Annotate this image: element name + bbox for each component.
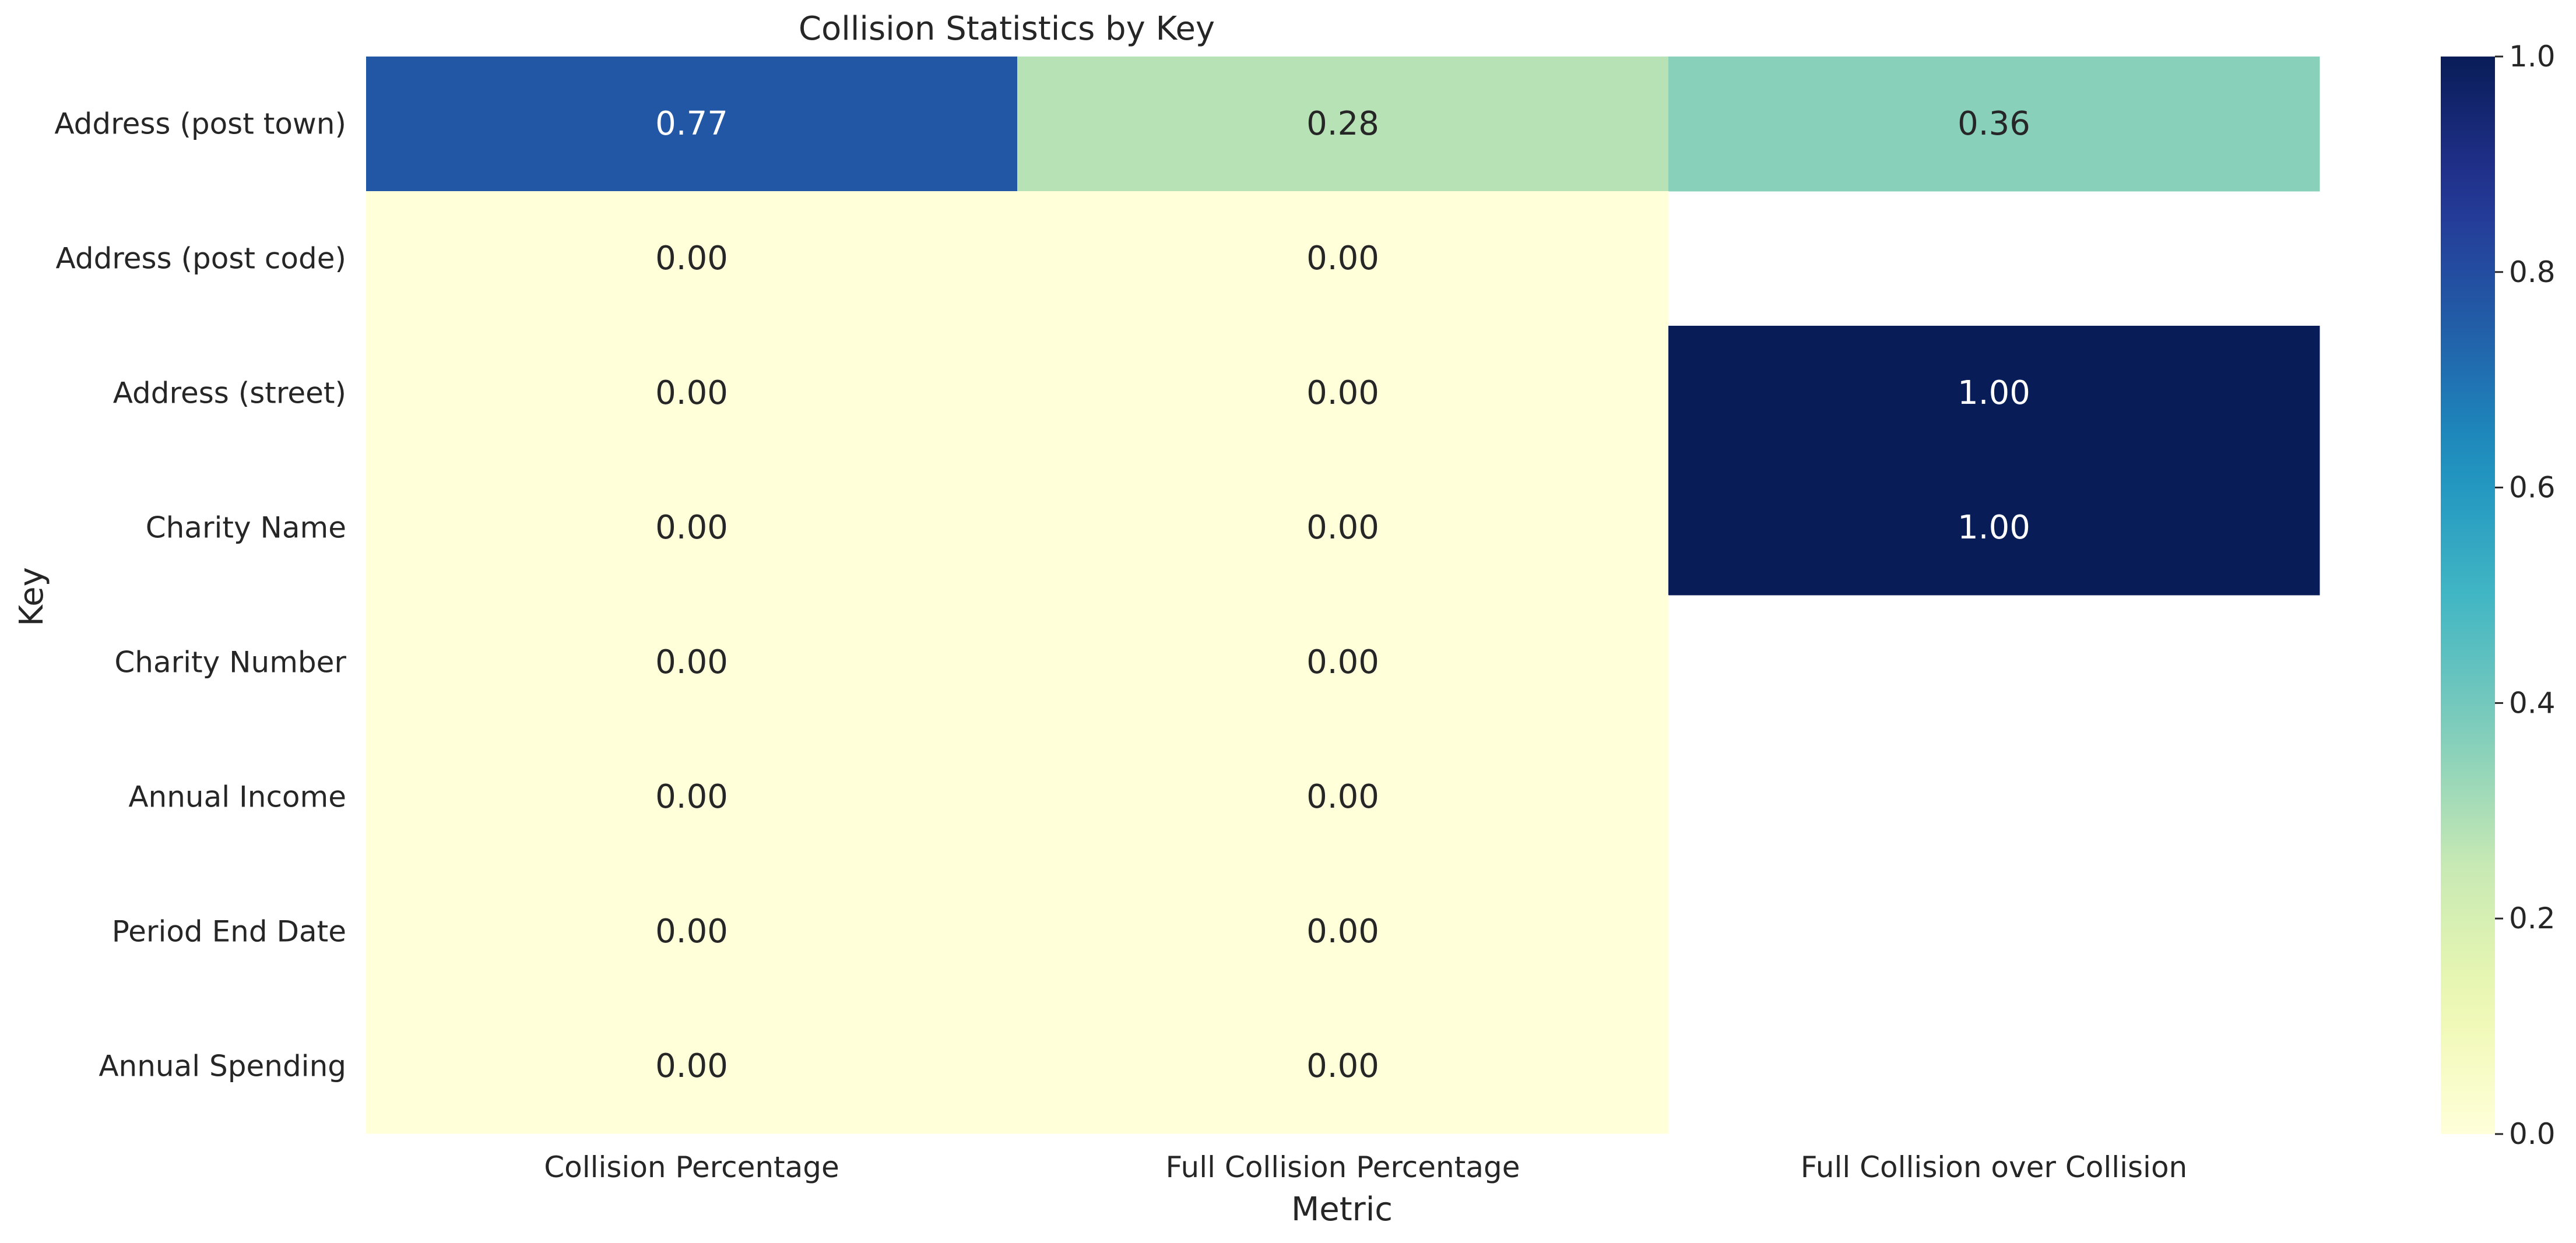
chart-title: Collision Statistics by Key <box>799 10 1215 48</box>
cell-value-label: 0.36 <box>1958 105 2030 143</box>
x-tick-label: Full Collision over Collision <box>1801 1150 2187 1184</box>
cell-value-label: 0.00 <box>655 374 728 412</box>
heatmap-cell <box>1668 326 2320 461</box>
cell-value-label: 0.00 <box>655 1047 728 1085</box>
heatmap-cell <box>1017 864 1669 999</box>
colorbar-ticks: 0.0 0.2 0.4 0.6 0.8 1.0 <box>2495 40 2556 1151</box>
colorbar-tick-label: 0.6 <box>2509 471 2556 505</box>
heatmap-cell <box>1668 460 2320 596</box>
cell-value-label: 0.00 <box>1306 1047 1379 1085</box>
cell-value-label: 0.28 <box>1306 105 1379 143</box>
heatmap-cell <box>366 191 1018 326</box>
y-tick-label: Charity Number <box>114 646 346 679</box>
heatmap-cell <box>1017 730 1669 865</box>
y-tick-labels: Address (post town) Address (post code) Ad… <box>54 107 346 1083</box>
cell-value-label: 0.00 <box>1306 509 1379 547</box>
heatmap-cell <box>366 57 1018 192</box>
cell-value-label: 0.00 <box>1306 643 1379 681</box>
heatmap-cell <box>366 460 1018 596</box>
cell-value-label: 0.77 <box>655 105 728 143</box>
y-axis-label: Key <box>13 567 51 626</box>
x-tick-labels: Collision Percentage Full Collision Perce… <box>544 1150 2187 1184</box>
cell-value-label: 0.00 <box>1306 778 1379 816</box>
colorbar-tick-label: 0.0 <box>2509 1117 2556 1151</box>
cell-value-label: 1.00 <box>1958 509 2030 547</box>
cell-value-label: 0.00 <box>1306 240 1379 277</box>
y-tick-label: Address (post town) <box>54 107 346 141</box>
heatmap-cell <box>366 326 1018 461</box>
colorbar-tick-label: 0.8 <box>2509 255 2556 289</box>
colorbar-tick-label: 1.0 <box>2509 40 2556 73</box>
y-tick-label: Annual Income <box>128 780 346 814</box>
colorbar <box>2441 57 2495 1134</box>
x-axis-label: Metric <box>1291 1191 1393 1228</box>
cell-value-label: 1.00 <box>1958 374 2030 412</box>
y-tick-label: Address (street) <box>113 376 346 410</box>
cell-value-label: 0.00 <box>1306 374 1379 412</box>
cell-value-label: 0.00 <box>655 778 728 816</box>
heatmap-cell <box>1017 460 1669 596</box>
cell-value-label: 0.00 <box>1306 913 1379 950</box>
colorbar-tick-label: 0.4 <box>2509 686 2556 720</box>
heatmap-cells <box>366 57 2320 1134</box>
heatmap-cell <box>366 864 1018 999</box>
heatmap-cell <box>1017 57 1669 192</box>
heatmap-cell <box>1668 57 2320 192</box>
heatmap-cell <box>1017 191 1669 326</box>
heatmap-cell <box>366 730 1018 865</box>
y-tick-label: Address (post code) <box>56 242 347 276</box>
x-tick-label: Collision Percentage <box>544 1150 839 1184</box>
y-tick-label: Period End Date <box>112 915 346 949</box>
cell-value-label: 0.00 <box>655 913 728 950</box>
heatmap-cell <box>1017 999 1669 1134</box>
heatmap-cell <box>366 999 1018 1134</box>
y-tick-label: Annual Spending <box>99 1050 346 1083</box>
cell-value-label: 0.00 <box>655 240 728 277</box>
cell-value-label: 0.00 <box>655 643 728 681</box>
colorbar-tick-label: 0.2 <box>2509 902 2556 935</box>
y-tick-label: Charity Name <box>146 511 346 545</box>
heatmap-cell <box>1017 326 1669 461</box>
heatmap-cell <box>1017 595 1669 730</box>
heatmap-cell <box>366 595 1018 730</box>
cell-value-labels: 0.77 0.28 0.36 0.00 0.00 0.00 0.00 1.00 0.00 0.00… <box>655 105 2030 1085</box>
x-tick-label: Full Collision Percentage <box>1166 1150 1520 1184</box>
cell-value-label: 0.00 <box>655 509 728 547</box>
